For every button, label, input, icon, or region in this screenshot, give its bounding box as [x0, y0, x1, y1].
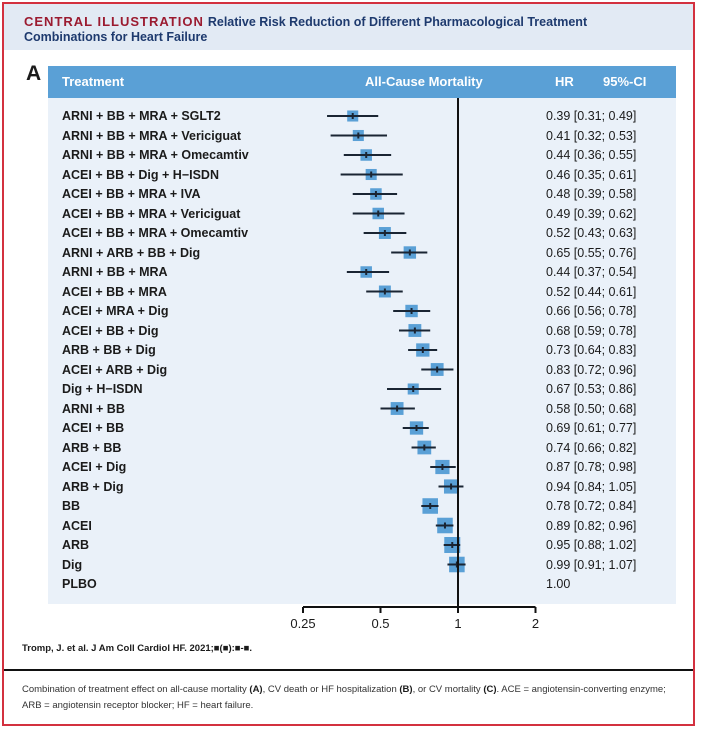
title-bar: CENTRAL ILLUSTRATION Relative Risk Reduct…: [4, 4, 693, 50]
row-label: ACEI + BB + MRA + Omecamtiv: [62, 226, 249, 240]
header-ci: 95%-CI: [603, 74, 647, 89]
title-text: Relative Risk Reduction of Different Pha…: [24, 15, 588, 44]
caption-part: (A): [249, 684, 263, 695]
row-label: ARNI + BB + MRA: [62, 265, 168, 279]
caption-part: , CV death or HF hospitalization: [262, 684, 400, 695]
row-label: ACEI + MRA + Dig: [62, 304, 169, 318]
caption-part: Combination of treatment effect on all-c…: [22, 684, 250, 695]
row-label: ACEI: [62, 518, 92, 533]
row-hr-ci: 0.52 [0.44; 0.61]: [546, 284, 637, 299]
row-hr-ci: 0.49 [0.39; 0.62]: [546, 206, 637, 221]
row-hr-ci: 0.68 [0.59; 0.78]: [546, 323, 637, 338]
caption-divider: [4, 669, 693, 671]
row-label: ARB + BB: [62, 440, 122, 455]
row-hr-ci: 0.48 [0.39; 0.58]: [546, 187, 637, 201]
row-hr-ci: 0.69 [0.61; 0.77]: [546, 421, 637, 435]
row-label: ARNI + BB + MRA + Omecamtiv: [62, 148, 249, 162]
row-hr-ci: 0.83 [0.72; 0.96]: [546, 362, 637, 377]
row-label: ARB + Dig: [62, 479, 124, 494]
row-hr-ci: 0.41 [0.32; 0.53]: [546, 128, 637, 143]
row-label: ACEI + ARB + Dig: [62, 362, 168, 377]
x-tick-label: 0.25: [290, 616, 316, 631]
figure-caption: Combination of treatment effect on all-c…: [22, 682, 682, 714]
citation: Tromp, J. et al. J Am Coll Cardiol HF. 2…: [22, 643, 253, 654]
row-hr-ci: 0.78 [0.72; 0.84]: [546, 499, 637, 513]
row-label: ACEI + Dig: [62, 460, 127, 474]
row-hr-ci: 0.74 [0.66; 0.82]: [546, 440, 637, 455]
title-kicker: CENTRAL ILLUSTRATION: [24, 14, 204, 29]
caption-part: , or CV mortality: [412, 684, 484, 695]
header-effect: All-Cause Mortality: [365, 74, 483, 89]
figure-title: CENTRAL ILLUSTRATION Relative Risk Reduct…: [24, 14, 644, 45]
header-hr: HR: [555, 74, 574, 89]
row-hr-ci: 0.89 [0.82; 0.96]: [546, 518, 637, 533]
row-hr-ci: 0.94 [0.84; 1.05]: [546, 479, 637, 494]
row-hr-ci: 0.52 [0.43; 0.63]: [546, 226, 637, 240]
row-label: ACEI + BB: [62, 421, 125, 435]
row-hr-ci: 0.46 [0.35; 0.61]: [546, 167, 637, 182]
row-hr-ci: 1.00: [546, 577, 571, 591]
row-label: ARNI + ARB + BB + Dig: [62, 245, 201, 260]
caption-part: . ACE = angiotensin-converting enzyme; A…: [22, 684, 666, 711]
caption-part: (C): [483, 684, 497, 695]
row-label: ARNI + BB + MRA + Vericiguat: [62, 128, 242, 143]
row-hr-ci: 0.66 [0.56; 0.78]: [546, 304, 637, 318]
row-hr-ci: 0.58 [0.50; 0.68]: [546, 401, 637, 416]
row-label: BB: [62, 499, 81, 513]
row-hr-ci: 0.73 [0.64; 0.83]: [546, 343, 637, 357]
x-tick-label: 2: [531, 616, 540, 631]
row-label: ACEI + BB + Dig: [62, 323, 159, 338]
row-hr-ci: 0.44 [0.37; 0.54]: [546, 265, 637, 279]
row-label: ACEI + BB + Dig + H−ISDN: [62, 167, 219, 182]
x-tick-label: 1: [454, 616, 462, 631]
row-hr-ci: 0.67 [0.53; 0.86]: [546, 382, 637, 396]
row-label: Dig: [62, 557, 83, 572]
row-hr-ci: 0.44 [0.36; 0.55]: [546, 148, 637, 162]
header-treatment: Treatment: [62, 74, 125, 89]
row-label: Dig + H−ISDN: [62, 382, 143, 396]
row-hr-ci: 0.95 [0.88; 1.02]: [546, 538, 637, 552]
row-label: PLBO: [62, 577, 97, 591]
row-label: ACEI + BB + MRA + IVA: [62, 187, 201, 201]
x-tick-label: 0.5: [371, 616, 390, 631]
row-label: ARB: [62, 538, 90, 552]
row-label: ACEI + BB + MRA: [62, 284, 167, 299]
row-hr-ci: 0.65 [0.55; 0.76]: [546, 245, 637, 260]
figure-frame: [2, 2, 695, 726]
row-hr-ci: 0.99 [0.91; 1.07]: [546, 557, 637, 572]
table-header: [48, 66, 676, 98]
panel-letter: A: [26, 62, 42, 85]
row-label: ARNI + BB: [62, 401, 125, 416]
row-label: ACEI + BB + MRA + Vericiguat: [62, 206, 241, 221]
row-label: ARNI + BB + MRA + SGLT2: [62, 109, 221, 123]
row-hr-ci: 0.87 [0.78; 0.98]: [546, 460, 637, 474]
caption-part: (B): [399, 684, 413, 695]
row-label: ARB + BB + Dig: [62, 343, 156, 357]
row-hr-ci: 0.39 [0.31; 0.49]: [546, 109, 637, 123]
